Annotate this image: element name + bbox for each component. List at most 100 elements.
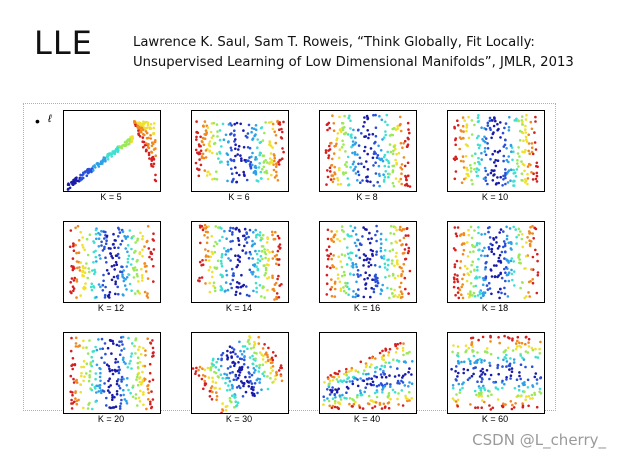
data-point [339, 398, 343, 401]
data-point [535, 174, 539, 178]
data-point [536, 259, 539, 263]
data-point [341, 128, 345, 131]
data-point [151, 339, 154, 342]
data-point [510, 257, 514, 260]
data-point [87, 167, 91, 171]
content-placeholder-box[interactable] [23, 103, 556, 411]
data-point [205, 241, 209, 245]
data-point [469, 170, 473, 173]
data-point [121, 273, 124, 276]
data-point [525, 295, 528, 298]
data-point [486, 124, 490, 127]
data-point [121, 358, 125, 361]
data-point [383, 372, 386, 376]
data-point [235, 404, 239, 407]
data-point [146, 292, 149, 295]
data-point [346, 377, 349, 381]
data-point [258, 381, 261, 384]
data-point [331, 386, 334, 389]
data-point [136, 404, 139, 407]
data-point [251, 151, 254, 155]
data-point [71, 180, 74, 184]
data-point [394, 147, 397, 151]
data-point [356, 153, 359, 156]
data-point [535, 405, 539, 409]
data-point [363, 149, 366, 153]
data-point [499, 228, 503, 231]
data-point [234, 293, 237, 297]
data-point [136, 126, 139, 129]
data-point [215, 123, 219, 126]
data-point [124, 237, 128, 240]
data-point [115, 343, 119, 347]
data-point [279, 366, 282, 370]
data-point [349, 119, 352, 122]
data-point [382, 257, 386, 260]
data-point [495, 264, 498, 267]
data-point [355, 265, 358, 269]
data-point [122, 388, 125, 392]
data-point [102, 273, 105, 277]
data-point [398, 115, 402, 119]
data-point [387, 175, 390, 179]
data-point [478, 290, 482, 294]
data-point [91, 359, 95, 363]
data-point [194, 148, 198, 152]
data-point [149, 123, 153, 126]
data-point [471, 182, 474, 186]
data-point [503, 143, 507, 147]
data-point [467, 357, 471, 361]
data-point [510, 272, 514, 276]
data-point [381, 283, 384, 287]
data-point [101, 347, 104, 350]
data-point [374, 366, 377, 370]
data-point [84, 286, 87, 290]
data-point [248, 294, 251, 298]
data-point [375, 375, 378, 379]
data-point [243, 355, 246, 358]
data-point [473, 123, 476, 127]
data-point [484, 128, 488, 131]
data-point [198, 365, 202, 369]
data-point [71, 357, 75, 360]
data-point [231, 233, 234, 236]
data-point [277, 274, 280, 278]
data-point [82, 346, 85, 349]
data-point [338, 166, 341, 170]
data-point [264, 271, 267, 275]
data-point [142, 391, 145, 394]
data-point [333, 402, 337, 405]
data-point [487, 281, 491, 285]
data-point [87, 267, 90, 270]
data-point [530, 127, 534, 131]
data-point [377, 144, 380, 148]
data-point [150, 258, 154, 261]
data-point [261, 257, 264, 261]
data-point [234, 166, 237, 169]
data-point [74, 345, 78, 348]
panel-label-k: K = 5 [100, 192, 122, 202]
data-point [504, 171, 507, 175]
data-point [258, 377, 262, 381]
data-point [100, 229, 103, 233]
data-point [137, 348, 140, 351]
data-point [405, 145, 409, 148]
data-point [342, 132, 346, 136]
data-point [79, 230, 82, 234]
data-point [366, 382, 369, 386]
data-point [362, 253, 366, 256]
data-point [270, 173, 273, 177]
data-point [519, 363, 523, 366]
data-point [235, 265, 238, 269]
data-point [335, 391, 339, 394]
data-point [257, 335, 260, 339]
data-point [497, 274, 500, 277]
data-point [245, 285, 248, 288]
data-point [236, 286, 240, 289]
data-point [199, 163, 203, 167]
data-point [330, 257, 333, 261]
data-point [325, 248, 329, 252]
data-point [108, 369, 112, 373]
data-point [460, 360, 463, 364]
data-point [472, 291, 476, 295]
